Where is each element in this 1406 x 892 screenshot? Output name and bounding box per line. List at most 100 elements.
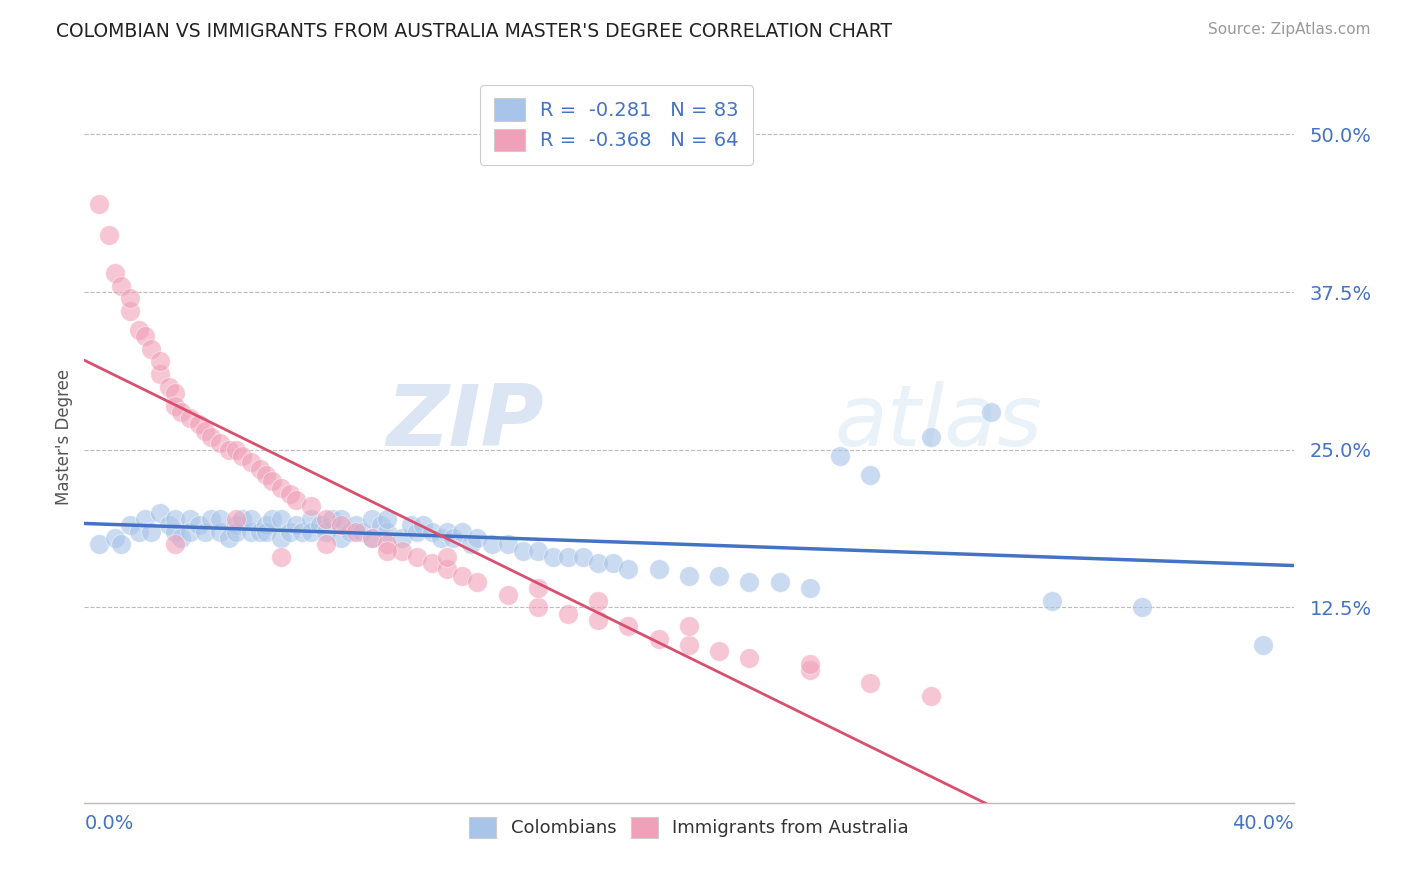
Point xyxy=(572,549,595,564)
Point xyxy=(481,537,503,551)
Text: atlas: atlas xyxy=(834,381,1042,464)
Point xyxy=(134,512,156,526)
Point xyxy=(104,266,127,280)
Point xyxy=(239,524,262,539)
Point xyxy=(209,436,232,450)
Point xyxy=(920,430,942,444)
Point xyxy=(648,632,671,646)
Point xyxy=(330,531,353,545)
Point xyxy=(209,512,232,526)
Point xyxy=(200,512,222,526)
Point xyxy=(512,543,534,558)
Point xyxy=(285,493,308,508)
Point xyxy=(118,304,141,318)
Point xyxy=(709,569,731,583)
Point xyxy=(360,512,382,526)
Point xyxy=(231,512,253,526)
Text: ZIP: ZIP xyxy=(387,381,544,464)
Point xyxy=(678,569,700,583)
Point xyxy=(254,518,277,533)
Point xyxy=(118,291,141,305)
Point xyxy=(315,524,337,539)
Point xyxy=(291,524,314,539)
Point xyxy=(430,531,453,545)
Point xyxy=(278,524,301,539)
Point xyxy=(467,531,489,545)
Point xyxy=(330,518,353,533)
Point xyxy=(541,549,564,564)
Point xyxy=(527,582,550,596)
Point xyxy=(980,405,1002,419)
Point xyxy=(602,556,624,570)
Point xyxy=(249,524,271,539)
Point xyxy=(799,664,821,678)
Point xyxy=(134,329,156,343)
Point xyxy=(299,524,322,539)
Point xyxy=(830,449,852,463)
Point xyxy=(859,676,882,690)
Point xyxy=(588,556,610,570)
Point xyxy=(678,638,700,652)
Point xyxy=(799,657,821,671)
Point xyxy=(339,524,361,539)
Point xyxy=(165,537,187,551)
Point xyxy=(128,524,150,539)
Point xyxy=(436,524,458,539)
Point xyxy=(391,543,413,558)
Point xyxy=(859,467,882,482)
Point xyxy=(165,399,187,413)
Point xyxy=(170,405,193,419)
Point xyxy=(149,367,172,381)
Point xyxy=(738,575,761,590)
Point xyxy=(170,531,193,545)
Point xyxy=(157,518,180,533)
Point xyxy=(194,424,217,438)
Point xyxy=(412,518,434,533)
Point xyxy=(270,512,292,526)
Point xyxy=(588,613,610,627)
Point xyxy=(330,512,353,526)
Point xyxy=(157,379,180,393)
Text: COLOMBIAN VS IMMIGRANTS FROM AUSTRALIA MASTER'S DEGREE CORRELATION CHART: COLOMBIAN VS IMMIGRANTS FROM AUSTRALIA M… xyxy=(56,22,893,41)
Point xyxy=(231,449,253,463)
Point xyxy=(315,512,337,526)
Point xyxy=(209,524,232,539)
Text: Source: ZipAtlas.com: Source: ZipAtlas.com xyxy=(1208,22,1371,37)
Point xyxy=(352,524,374,539)
Point xyxy=(179,512,201,526)
Y-axis label: Master's Degree: Master's Degree xyxy=(55,369,73,505)
Point xyxy=(97,228,120,243)
Point xyxy=(399,518,422,533)
Point xyxy=(299,512,322,526)
Point xyxy=(769,575,792,590)
Point xyxy=(1253,638,1275,652)
Point xyxy=(391,531,413,545)
Point xyxy=(648,562,671,576)
Point xyxy=(270,531,292,545)
Point xyxy=(270,549,292,564)
Point xyxy=(496,588,519,602)
Point xyxy=(557,607,579,621)
Point xyxy=(920,689,942,703)
Point xyxy=(527,600,550,615)
Point xyxy=(225,442,247,457)
Point xyxy=(375,524,398,539)
Point xyxy=(527,543,550,558)
Point xyxy=(149,354,172,368)
Point xyxy=(370,518,392,533)
Point xyxy=(104,531,127,545)
Point xyxy=(375,537,398,551)
Point xyxy=(239,512,262,526)
Point xyxy=(406,549,429,564)
Point xyxy=(179,524,201,539)
Point xyxy=(89,196,111,211)
Point xyxy=(346,518,368,533)
Point xyxy=(360,531,382,545)
Point xyxy=(278,487,301,501)
Point xyxy=(254,467,277,482)
Point xyxy=(588,594,610,608)
Point xyxy=(165,524,187,539)
Point xyxy=(375,543,398,558)
Point xyxy=(436,549,458,564)
Point xyxy=(149,506,172,520)
